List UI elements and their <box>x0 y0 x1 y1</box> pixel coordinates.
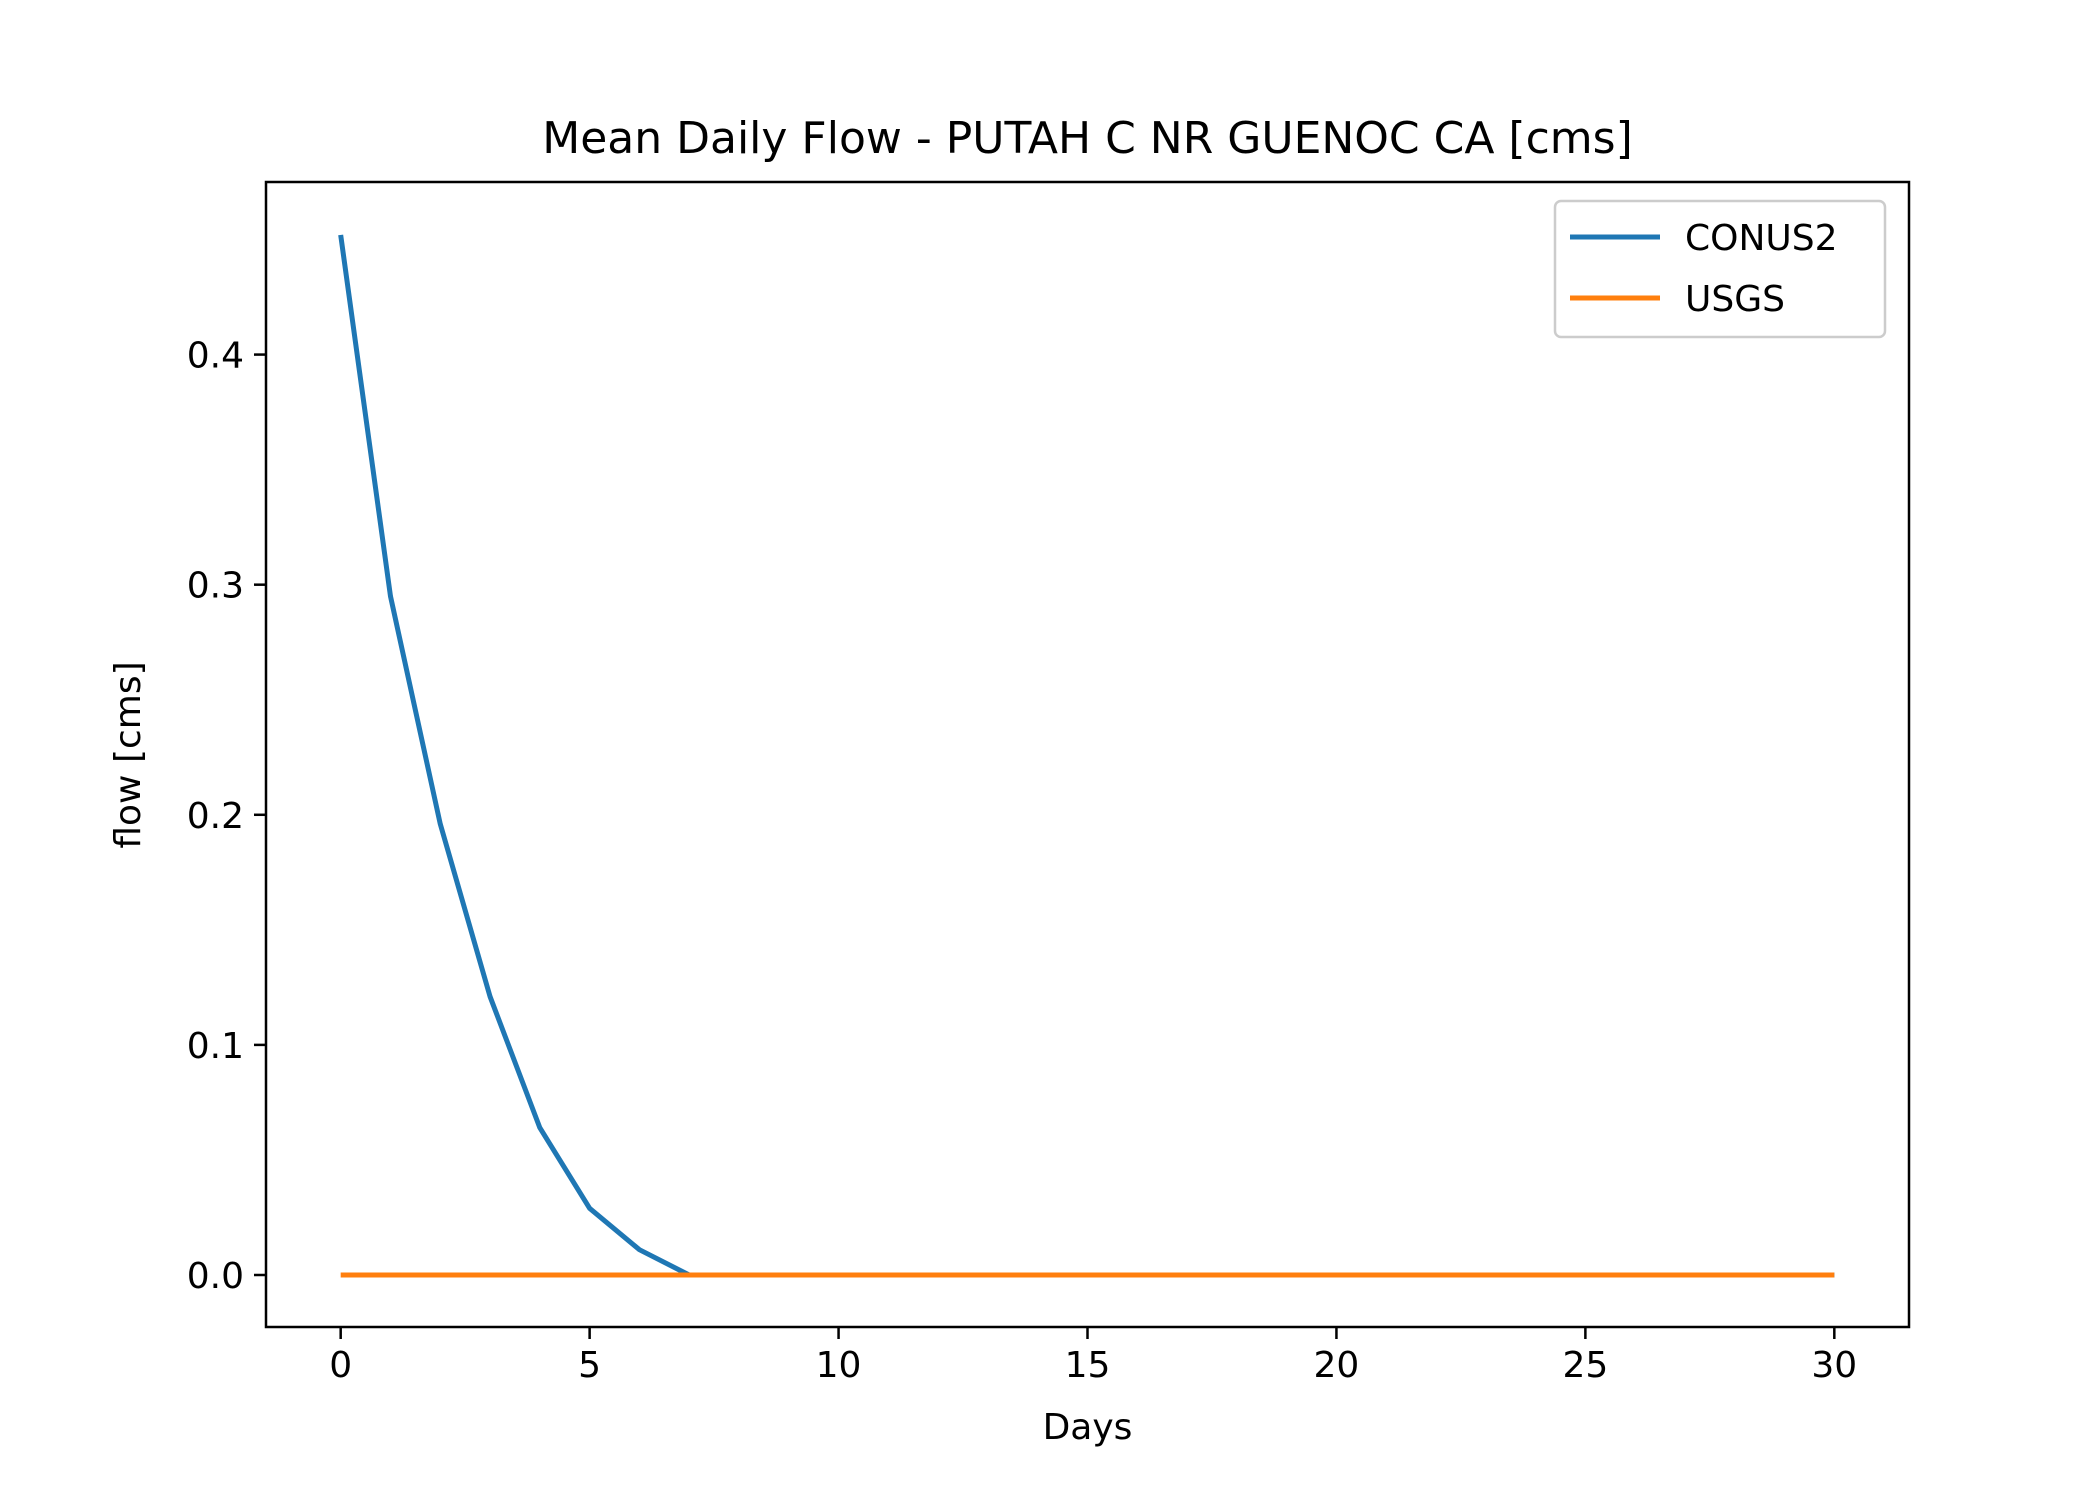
x-tick-label: 30 <box>1811 1345 1857 1386</box>
y-tick-label: 0.3 <box>187 566 244 607</box>
x-tick-label: 0 <box>329 1345 352 1386</box>
x-tick-label: 5 <box>578 1345 601 1386</box>
y-tick-label: 0.0 <box>187 1256 244 1297</box>
y-axis-label: flow [cms] <box>108 661 149 848</box>
x-tick-label: 20 <box>1314 1345 1360 1386</box>
series-layer <box>338 234 1835 1278</box>
y-axis: 0.0 0.1 0.2 0.3 0.4 <box>187 336 266 1297</box>
x-axis-label: Days <box>1043 1407 1133 1448</box>
x-tick-label: 10 <box>816 1345 862 1386</box>
x-tick-label: 25 <box>1562 1345 1608 1386</box>
legend: CONUS2 USGS <box>1553 199 1887 339</box>
y-tick-label: 0.1 <box>187 1026 244 1067</box>
axes-frame <box>264 180 1911 1329</box>
legend-label: USGS <box>1685 279 1785 320</box>
x-tick-label: 15 <box>1065 1345 1111 1386</box>
legend-label: CONUS2 <box>1685 218 1838 259</box>
x-axis: 0 5 10 15 20 25 30 <box>329 1327 1857 1386</box>
y-tick-label: 0.4 <box>187 336 244 377</box>
y-tick-label: 0.2 <box>187 796 244 837</box>
chart-title: Mean Daily Flow - PUTAH C NR GUENOC CA [… <box>542 113 1633 164</box>
